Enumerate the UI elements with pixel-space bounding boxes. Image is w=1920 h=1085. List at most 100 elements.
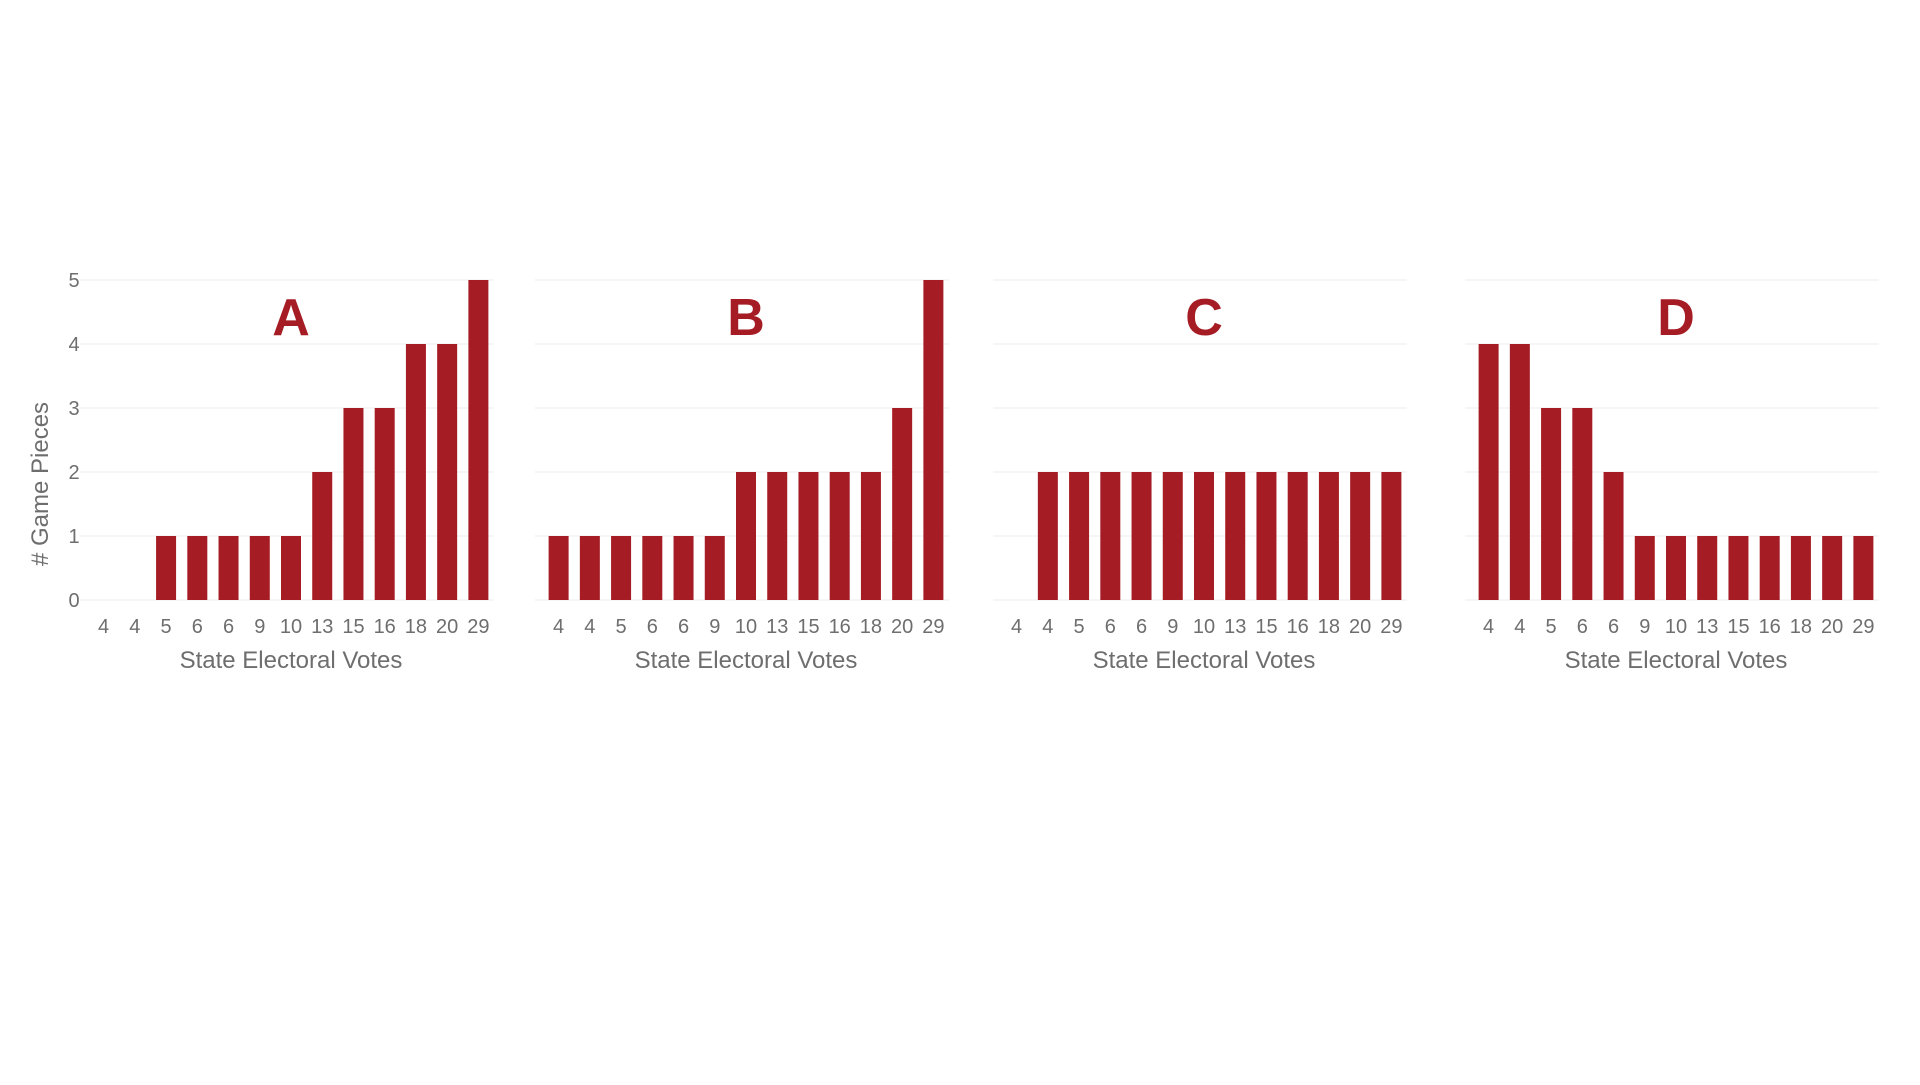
x-tick-label: 15 <box>1727 616 1749 638</box>
x-tick-label: 10 <box>1665 616 1687 638</box>
y-tick-label: 2 <box>68 462 79 484</box>
bar <box>798 472 819 600</box>
x-tick-label: 16 <box>1759 616 1781 638</box>
bar <box>281 536 301 600</box>
bar <box>1572 408 1593 600</box>
x-tick-label: 13 <box>311 616 333 638</box>
x-tick-label: 20 <box>1821 616 1843 638</box>
bar <box>1853 536 1874 600</box>
bar <box>1037 472 1058 600</box>
x-tick-label: 15 <box>1255 616 1277 638</box>
x-axis-label: State Electoral Votes <box>180 647 403 674</box>
bar <box>673 536 694 600</box>
x-tick-label: 4 <box>98 616 109 638</box>
bar <box>1350 472 1371 600</box>
x-tick-label: 4 <box>1514 616 1525 638</box>
bar <box>437 344 458 600</box>
bar <box>156 536 177 600</box>
x-tick-label: 10 <box>735 616 757 638</box>
y-axis-label: # Game Pieces <box>27 402 54 566</box>
x-tick-label: 18 <box>860 616 882 638</box>
x-tick-label: 10 <box>280 616 302 638</box>
bar <box>1318 472 1339 600</box>
bar <box>1287 472 1308 600</box>
bar <box>1541 408 1562 600</box>
x-tick-label: 9 <box>254 616 265 638</box>
x-tick-label: 6 <box>1577 616 1588 638</box>
bar <box>1100 472 1121 600</box>
y-tick-label: 3 <box>68 398 79 420</box>
x-tick-label: 15 <box>797 616 819 638</box>
x-tick-label: 5 <box>616 616 627 638</box>
x-tick-label: 6 <box>1136 616 1147 638</box>
x-tick-label: 29 <box>1380 616 1402 638</box>
bar <box>374 408 395 600</box>
bar <box>405 344 426 600</box>
x-tick-label: 6 <box>647 616 658 638</box>
bar <box>1634 536 1655 600</box>
bar <box>1790 536 1811 600</box>
x-tick-label: 4 <box>553 616 564 638</box>
bar <box>1478 344 1499 600</box>
y-tick-label: 4 <box>68 334 79 356</box>
x-tick-label: 5 <box>1074 616 1085 638</box>
x-tick-label: 29 <box>922 616 944 638</box>
x-tick-label: 20 <box>1349 616 1371 638</box>
x-tick-label: 6 <box>1608 616 1619 638</box>
bar <box>611 536 632 600</box>
bar <box>1131 472 1152 600</box>
x-tick-label: 20 <box>891 616 913 638</box>
x-tick-label: 4 <box>1042 616 1053 638</box>
bar <box>218 536 239 600</box>
bar <box>923 280 944 600</box>
x-tick-label: 13 <box>766 616 788 638</box>
x-tick-label: 5 <box>161 616 172 638</box>
bar <box>468 280 489 600</box>
bar <box>1666 536 1686 600</box>
bar <box>829 472 850 600</box>
bar <box>1697 536 1718 600</box>
x-tick-label: 9 <box>1639 616 1650 638</box>
x-tick-label: 9 <box>709 616 720 638</box>
x-tick-label: 16 <box>374 616 396 638</box>
bar <box>1225 472 1246 600</box>
x-tick-label: 9 <box>1167 616 1178 638</box>
bar <box>767 472 788 600</box>
bar <box>1162 472 1183 600</box>
bar <box>312 472 333 600</box>
x-tick-label: 13 <box>1224 616 1246 638</box>
bar <box>1069 472 1090 600</box>
bar <box>1822 536 1843 600</box>
bar <box>736 472 756 600</box>
x-tick-label: 18 <box>1790 616 1812 638</box>
x-tick-label: 6 <box>1105 616 1116 638</box>
y-tick-label: 0 <box>68 590 79 612</box>
bar <box>343 408 364 600</box>
x-tick-label: 18 <box>1318 616 1340 638</box>
x-tick-label: 5 <box>1546 616 1557 638</box>
bar <box>1509 344 1530 600</box>
x-tick-label: 4 <box>584 616 595 638</box>
y-tick-label: 1 <box>68 526 79 548</box>
bar <box>1194 472 1214 600</box>
x-tick-label: 6 <box>223 616 234 638</box>
x-tick-label: 6 <box>192 616 203 638</box>
bar <box>704 536 725 600</box>
bar <box>187 536 208 600</box>
panel-title: D <box>1657 289 1695 347</box>
x-tick-label: 16 <box>829 616 851 638</box>
x-tick-label: 6 <box>678 616 689 638</box>
bar <box>579 536 600 600</box>
x-tick-label: 29 <box>467 616 489 638</box>
x-tick-label: 20 <box>436 616 458 638</box>
bar <box>860 472 881 600</box>
bar <box>892 408 913 600</box>
x-tick-label: 29 <box>1852 616 1874 638</box>
x-tick-label: 16 <box>1287 616 1309 638</box>
x-tick-label: 4 <box>1483 616 1494 638</box>
